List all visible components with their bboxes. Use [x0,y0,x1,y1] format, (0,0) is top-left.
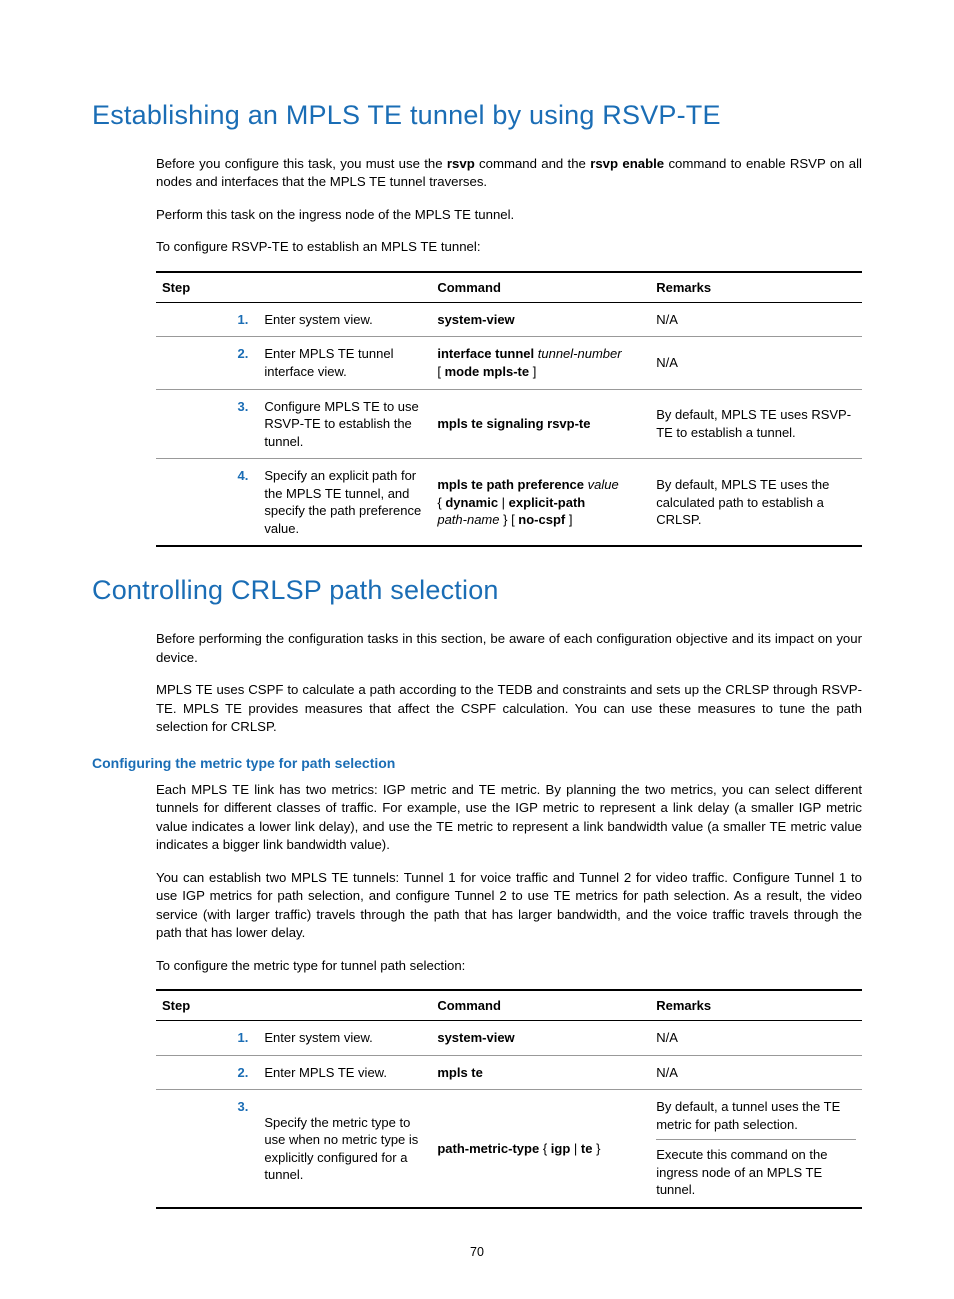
text: | [570,1141,581,1156]
text: [ [437,364,444,379]
row-remarks: By default, a tunnel uses the TE metric … [650,1090,862,1208]
th-step: Step [156,272,431,303]
arg: path-name [437,512,499,527]
section2-para4: You can establish two MPLS TE tunnels: T… [156,869,862,943]
text: | [498,495,509,510]
row-num: 3. [156,1090,258,1208]
th-remarks: Remarks [650,990,862,1021]
text: command and the [475,156,590,171]
th-remarks: Remarks [650,272,862,303]
remarks-part1: By default, a tunnel uses the TE metric … [656,1098,856,1133]
row-step: Enter system view. [258,1021,431,1056]
section2-para1: Before performing the configuration task… [156,630,862,667]
cmd: path-metric-type [437,1141,539,1156]
cmd: igp [551,1141,571,1156]
row-cmd: mpls te path preference value { dynamic … [431,459,650,547]
cmd: te [581,1141,593,1156]
section1-para2: Perform this task on the ingress node of… [156,206,862,224]
cmd: mode mpls-te [445,364,530,379]
row-remarks: N/A [650,1055,862,1090]
row-step: Enter MPLS TE view. [258,1055,431,1090]
cmd-rsvp: rsvp [447,156,475,171]
cmd: system-view [437,312,514,327]
row-cmd: system-view [431,302,650,337]
row-num: 3. [156,389,258,459]
table1-wrap: Step Command Remarks 1. Enter system vie… [156,271,862,547]
row-cmd: system-view [431,1021,650,1056]
page-number: 70 [92,1245,862,1259]
table-row: 4. Specify an explicit path for the MPLS… [156,459,862,547]
cmd-rsvp-enable: rsvp enable [590,156,664,171]
table1: Step Command Remarks 1. Enter system vie… [156,271,862,547]
section2-para5: To configure the metric type for tunnel … [156,957,862,975]
table-header-row: Step Command Remarks [156,272,862,303]
section1-heading: Establishing an MPLS TE tunnel by using … [92,100,862,131]
text: ] [565,512,572,527]
page: Establishing an MPLS TE tunnel by using … [0,0,954,1299]
cmd: explicit-path [509,495,586,510]
text: ] [529,364,536,379]
section1-para1: Before you configure this task, you must… [156,155,862,192]
th-step: Step [156,990,431,1021]
table-row: 3. Specify the metric type to use when n… [156,1090,862,1208]
table-row: 3. Configure MPLS TE to use RSVP-TE to e… [156,389,862,459]
row-num: 1. [156,302,258,337]
text: } [ [500,512,519,527]
row-cmd: path-metric-type { igp | te } [431,1090,650,1208]
row-remarks: By default, MPLS TE uses the calculated … [650,459,862,547]
cmd: interface tunnel [437,346,534,361]
table2: Step Command Remarks 1. Enter system vie… [156,989,862,1209]
row-cmd: mpls te signaling rsvp-te [431,389,650,459]
row-step: Specify an explicit path for the MPLS TE… [258,459,431,547]
row-remarks: N/A [650,1021,862,1056]
text: Before you configure this task, you must… [156,156,447,171]
section2-subheading: Configuring the metric type for path sel… [92,755,862,771]
cmd: mpls te [437,1065,483,1080]
th-command: Command [431,272,650,303]
row-step: Specify the metric type to use when no m… [258,1090,431,1208]
row-remarks: By default, MPLS TE uses RSVP-TE to esta… [650,389,862,459]
row-num: 2. [156,1055,258,1090]
row-remarks: N/A [650,337,862,389]
table-row: 1. Enter system view. system-view N/A [156,1021,862,1056]
table-row: 2. Enter MPLS TE tunnel interface view. … [156,337,862,389]
row-num: 1. [156,1021,258,1056]
remarks-part2: Execute this command on the ingress node… [656,1139,856,1199]
table-row: 1. Enter system view. system-view N/A [156,302,862,337]
section1-para3: To configure RSVP-TE to establish an MPL… [156,238,862,256]
row-step: Enter MPLS TE tunnel interface view. [258,337,431,389]
row-cmd: mpls te [431,1055,650,1090]
row-step: Enter system view. [258,302,431,337]
cmd: dynamic [445,495,498,510]
table-row: 2. Enter MPLS TE view. mpls te N/A [156,1055,862,1090]
arg: value [584,477,619,492]
cmd: system-view [437,1030,514,1045]
th-command: Command [431,990,650,1021]
table-header-row: Step Command Remarks [156,990,862,1021]
row-remarks: N/A [650,302,862,337]
text: } [592,1141,600,1156]
cmd: mpls te signaling rsvp-te [437,416,590,431]
row-num: 2. [156,337,258,389]
section2-para3: Each MPLS TE link has two metrics: IGP m… [156,781,862,855]
row-num: 4. [156,459,258,547]
row-cmd: interface tunnel tunnel-number [ mode mp… [431,337,650,389]
arg: tunnel-number [534,346,621,361]
cmd: no-cspf [518,512,565,527]
cmd: mpls te path preference [437,477,584,492]
section2-heading: Controlling CRLSP path selection [92,575,862,606]
table2-wrap: Step Command Remarks 1. Enter system vie… [156,989,862,1209]
section2-para2: MPLS TE uses CSPF to calculate a path ac… [156,681,862,736]
row-step: Configure MPLS TE to use RSVP-TE to esta… [258,389,431,459]
text: { [539,1141,551,1156]
